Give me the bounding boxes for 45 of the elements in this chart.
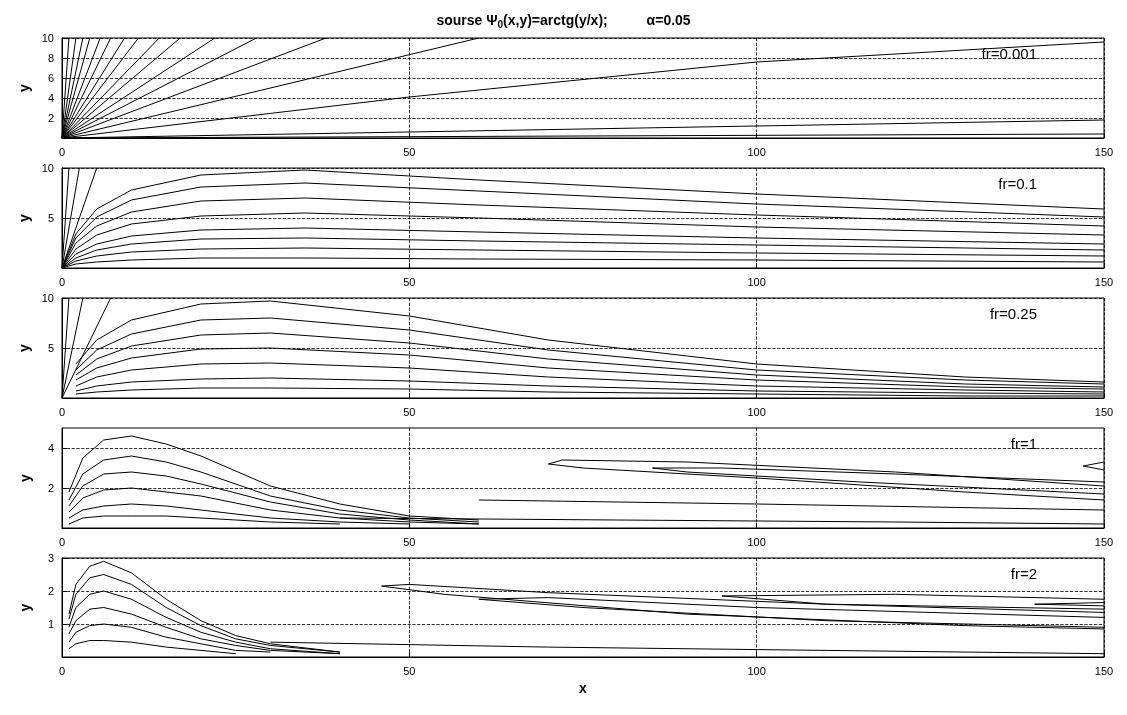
x-tick-label: 50 xyxy=(403,405,416,418)
x-tick-label: 150 xyxy=(1094,405,1114,418)
y-tick-label: 10 xyxy=(41,32,54,44)
x-tick-label: 50 xyxy=(403,145,416,158)
x-tick-label: 100 xyxy=(747,275,766,288)
x-tick-label: 0 xyxy=(58,275,66,288)
annotation: fr=2 xyxy=(1010,565,1037,582)
x-tick-label: 0 xyxy=(58,535,66,548)
annotation: fr=0.1 xyxy=(998,175,1038,192)
x-tick-label: 50 xyxy=(403,664,416,677)
annotation: fr=1 xyxy=(1010,435,1037,452)
y-tick-label: 2 xyxy=(47,585,54,597)
y-axis-title: y xyxy=(15,83,32,92)
y-tick-label: 6 xyxy=(47,72,54,84)
y-axis-title: y xyxy=(15,213,32,222)
x-tick-label: 50 xyxy=(403,275,416,288)
y-axis-title: y xyxy=(15,343,32,352)
y-tick-label: 10 xyxy=(41,162,54,174)
y-tick-label: 5 xyxy=(47,342,54,354)
y-axis-title: y xyxy=(17,603,33,612)
y-tick-label: 3 xyxy=(47,552,54,564)
x-tick-label: 150 xyxy=(1094,275,1114,288)
annotation: fr=0.001 xyxy=(981,45,1038,62)
x-tick-label: 0 xyxy=(58,145,66,158)
y-tick-label: 1 xyxy=(47,618,54,630)
x-tick-label: 0 xyxy=(58,664,66,677)
x-axis-title: x xyxy=(579,680,588,696)
y-tick-label: 2 xyxy=(47,482,54,494)
y-tick-label: 8 xyxy=(47,52,54,64)
y-tick-label: 10 xyxy=(41,292,54,304)
y-tick-label: 4 xyxy=(47,442,54,454)
x-tick-label: 100 xyxy=(747,664,766,677)
x-tick-label: 0 xyxy=(58,405,66,418)
x-tick-label: 150 xyxy=(1094,664,1114,677)
x-tick-label: 100 xyxy=(747,145,766,158)
y-tick-label: 2 xyxy=(47,112,54,124)
x-tick-label: 50 xyxy=(403,535,416,548)
x-tick-label: 150 xyxy=(1094,145,1114,158)
y-tick-label: 4 xyxy=(47,92,54,104)
x-tick-label: 100 xyxy=(747,405,766,418)
x-tick-label: 150 xyxy=(1094,535,1114,548)
x-tick-label: 100 xyxy=(747,535,766,548)
y-tick-label: 5 xyxy=(47,212,54,224)
annotation: fr=0.25 xyxy=(989,305,1038,322)
y-axis-title: y xyxy=(17,473,33,482)
